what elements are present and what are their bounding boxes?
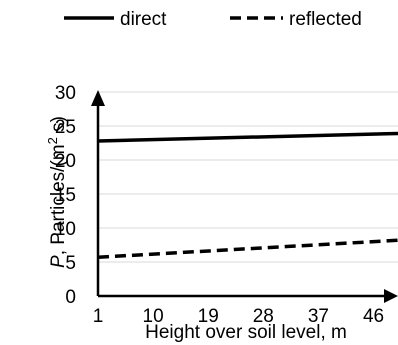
series-line-reflected <box>97 238 398 259</box>
legend-label-direct: direct <box>120 9 167 30</box>
y-tick-label: 10 <box>55 219 76 240</box>
x-axis-arrow <box>384 289 398 303</box>
y-tick-label: 5 <box>65 253 76 274</box>
y-axis-label-text: , Particles/(m <box>48 144 69 255</box>
x-tick-label: 19 <box>198 306 219 327</box>
x-tick-label: 1 <box>93 306 104 327</box>
y-axis-label: P, Particles/(m2 s) <box>45 116 70 268</box>
legend-label-reflected: reflected <box>289 9 362 30</box>
x-tick-label: 28 <box>253 306 274 327</box>
y-axis-arrow <box>91 90 105 106</box>
y-axis-label-sup: 2 <box>45 137 60 144</box>
y-tick-label: 15 <box>55 185 76 206</box>
legend: direct reflected <box>64 9 362 30</box>
x-tick-label: 10 <box>143 306 164 327</box>
series-lines <box>97 131 398 259</box>
x-tick-label: 46 <box>363 306 384 327</box>
y-tick-label: 25 <box>55 117 76 138</box>
y-tick-label: 30 <box>55 83 76 104</box>
y-axis-label-tail: s) <box>48 116 69 137</box>
x-tick-labels: 1 10 19 28 37 46 <box>93 306 384 327</box>
y-tick-label: 0 <box>65 287 76 308</box>
axes <box>91 90 398 303</box>
x-axis-label: Height over soil level, m <box>145 322 347 343</box>
x-tick-label: 37 <box>308 306 329 327</box>
y-tick-label: 20 <box>55 151 76 172</box>
series-line-direct <box>97 131 398 143</box>
y-tick-labels: 0 5 10 15 20 25 30 <box>55 83 76 308</box>
gridlines <box>98 91 398 263</box>
y-axis-label-symbol: P <box>48 255 69 268</box>
